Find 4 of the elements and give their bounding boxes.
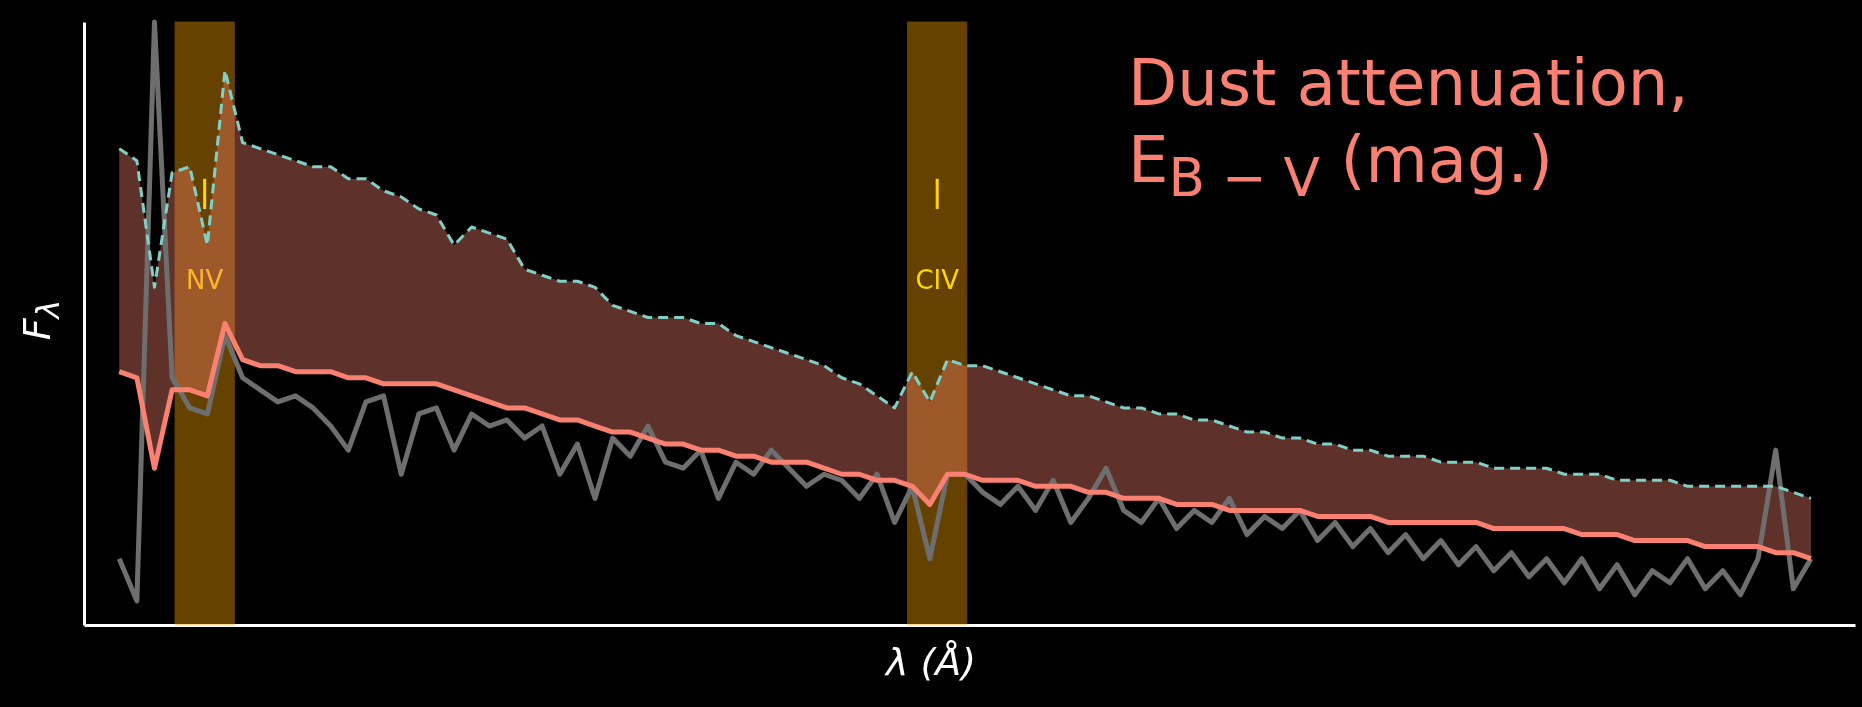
- annotation: NV: [186, 265, 224, 296]
- annotation: Dust attenuation, E$_{B − V}$ (mag.): [1128, 45, 1690, 210]
- annotation: CIV: [915, 265, 960, 296]
- x-axis-title: λ (Å): [883, 640, 978, 684]
